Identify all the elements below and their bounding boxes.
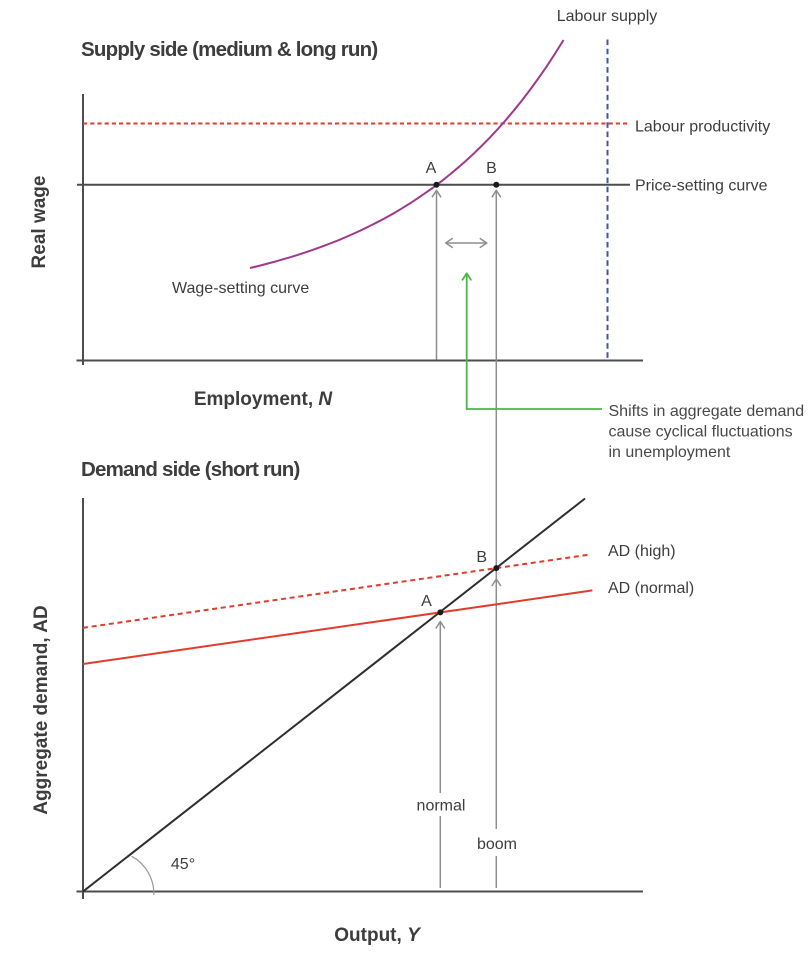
svg-text:Shifts in aggregate demand: Shifts in aggregate demand (609, 403, 805, 420)
svg-text:B: B (486, 160, 497, 177)
svg-text:boom: boom (477, 836, 517, 853)
svg-text:45°: 45° (171, 856, 195, 873)
svg-text:in unemployment: in unemployment (609, 444, 731, 461)
svg-text:AD (high): AD (high) (608, 543, 676, 560)
svg-text:cause cyclical fluctuations: cause cyclical fluctuations (609, 424, 793, 441)
svg-text:Wage-setting curve: Wage-setting curve (172, 280, 309, 297)
svg-text:Aggregate demand, AD: Aggregate demand, AD (31, 605, 52, 814)
svg-text:AD (normal): AD (normal) (608, 580, 694, 597)
svg-text:Real wage: Real wage (29, 176, 50, 269)
svg-text:Labour productivity: Labour productivity (635, 119, 770, 136)
svg-text:B: B (476, 549, 487, 566)
svg-text:Price-setting curve: Price-setting curve (635, 178, 768, 195)
svg-text:Demand side (short run): Demand side (short run) (81, 458, 300, 481)
svg-text:normal: normal (417, 798, 466, 815)
svg-text:Employment, N: Employment, N (194, 389, 334, 410)
svg-text:Supply side (medium & long run: Supply side (medium & long run) (81, 38, 377, 61)
svg-text:Labour supply: Labour supply (557, 8, 658, 25)
svg-text:Output, Y: Output, Y (334, 925, 422, 946)
svg-text:A: A (421, 593, 432, 610)
svg-text:A: A (426, 160, 437, 177)
